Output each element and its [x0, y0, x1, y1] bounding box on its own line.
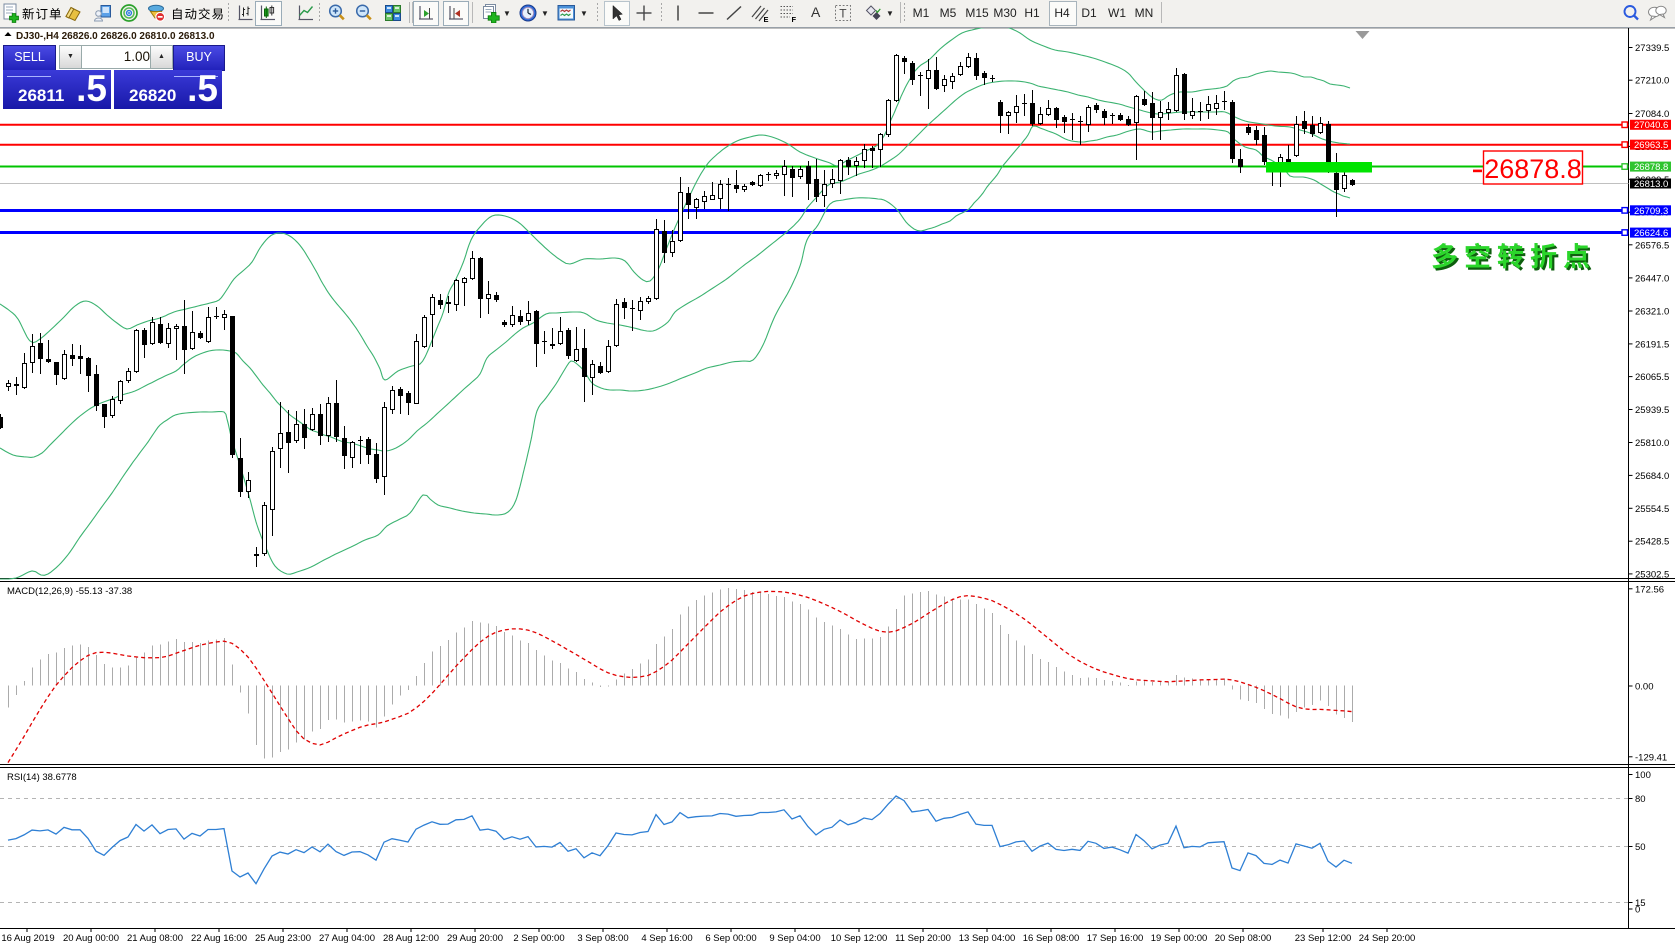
svg-text:E: E [764, 15, 769, 23]
svg-text:50: 50 [1635, 842, 1646, 853]
svg-text:F: F [792, 15, 797, 23]
svg-text:22 Aug 16:00: 22 Aug 16:00 [191, 933, 247, 944]
svg-text:25810.0: 25810.0 [1635, 438, 1669, 449]
svg-text:26709.3: 26709.3 [1634, 206, 1668, 217]
svg-text:26191.5: 26191.5 [1635, 339, 1669, 350]
svg-text:28 Aug 12:00: 28 Aug 12:00 [383, 933, 439, 944]
svg-text:11 Sep 20:00: 11 Sep 20:00 [895, 933, 951, 944]
svg-text:17 Sep 16:00: 17 Sep 16:00 [1087, 933, 1144, 944]
svg-text:4 Sep 16:00: 4 Sep 16:00 [641, 933, 692, 944]
svg-text:MACD(12,26,9) -55.13 -37.38: MACD(12,26,9) -55.13 -37.38 [7, 586, 132, 597]
svg-text:16 Aug 2019: 16 Aug 2019 [1, 933, 54, 944]
svg-text:DJ30-,H4 26826.0 26826.0 2681: DJ30-,H4 26826.0 26826.0 26810.0 26813.0 [16, 31, 215, 42]
svg-text:100: 100 [1635, 770, 1651, 781]
svg-text:27 Aug 04:00: 27 Aug 04:00 [319, 933, 375, 944]
svg-text:19 Sep 00:00: 19 Sep 00:00 [1151, 933, 1208, 944]
svg-text:25684.0: 25684.0 [1635, 471, 1669, 482]
svg-text:-129.41: -129.41 [1635, 752, 1667, 763]
svg-text:13 Sep 04:00: 13 Sep 04:00 [959, 933, 1016, 944]
svg-text:23 Sep 12:00: 23 Sep 12:00 [1295, 933, 1352, 944]
svg-text:26813.0: 26813.0 [1634, 179, 1668, 190]
svg-text:25302.5: 25302.5 [1635, 569, 1669, 580]
svg-text:26878.8: 26878.8 [1484, 154, 1582, 184]
svg-text:RSI(14) 38.6778: RSI(14) 38.6778 [7, 772, 77, 783]
svg-text:27040.6: 27040.6 [1634, 120, 1668, 131]
svg-text:2 Sep 00:00: 2 Sep 00:00 [513, 933, 564, 944]
svg-text:25554.5: 25554.5 [1635, 504, 1669, 515]
svg-text:80: 80 [1635, 794, 1646, 805]
svg-text:25428.5: 25428.5 [1635, 537, 1669, 548]
svg-text:0: 0 [1635, 905, 1640, 916]
svg-text:21 Aug 08:00: 21 Aug 08:00 [127, 933, 183, 944]
svg-text:24 Sep 20:00: 24 Sep 20:00 [1359, 933, 1416, 944]
svg-text:9 Sep 04:00: 9 Sep 04:00 [769, 933, 820, 944]
svg-text:26624.6: 26624.6 [1634, 228, 1668, 239]
svg-text:25939.5: 25939.5 [1635, 405, 1669, 416]
svg-text:0.00: 0.00 [1635, 682, 1654, 693]
svg-text:3 Sep 08:00: 3 Sep 08:00 [577, 933, 628, 944]
svg-text:172.56: 172.56 [1635, 584, 1664, 595]
svg-text:26447.0: 26447.0 [1635, 273, 1669, 284]
svg-text:29 Aug 20:00: 29 Aug 20:00 [447, 933, 503, 944]
svg-text:25 Aug 23:00: 25 Aug 23:00 [255, 933, 311, 944]
svg-text:27084.0: 27084.0 [1635, 109, 1669, 120]
svg-text:26321.0: 26321.0 [1635, 307, 1669, 318]
svg-text:6 Sep 00:00: 6 Sep 00:00 [705, 933, 756, 944]
svg-text:15: 15 [1635, 898, 1646, 909]
svg-text:27210.0: 27210.0 [1635, 76, 1669, 87]
svg-text:26878.8: 26878.8 [1634, 162, 1668, 173]
svg-text:26963.5: 26963.5 [1634, 140, 1668, 151]
svg-text:16 Sep 08:00: 16 Sep 08:00 [1023, 933, 1080, 944]
svg-text:27339.5: 27339.5 [1635, 43, 1669, 54]
svg-text:26065.5: 26065.5 [1635, 372, 1669, 383]
svg-text:T: T [839, 7, 847, 21]
svg-text:20 Sep 08:00: 20 Sep 08:00 [1215, 933, 1272, 944]
svg-text:20 Aug 00:00: 20 Aug 00:00 [63, 933, 119, 944]
svg-text:10 Sep 12:00: 10 Sep 12:00 [831, 933, 888, 944]
svg-text:26576.5: 26576.5 [1635, 240, 1669, 251]
